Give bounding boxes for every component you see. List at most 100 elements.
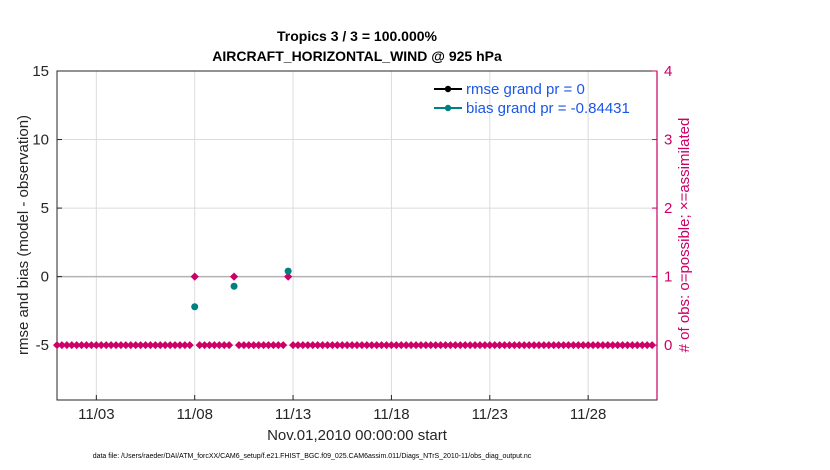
obs-count-point xyxy=(323,341,332,350)
obs-count-point xyxy=(77,341,86,350)
obs-count-point xyxy=(293,341,302,350)
obs-count-point xyxy=(544,341,553,350)
obs-count-point xyxy=(382,341,391,350)
obs-count-point xyxy=(53,341,61,350)
obs-count-point xyxy=(97,341,106,350)
obs-count-point xyxy=(584,341,593,350)
left-tick-label: 0 xyxy=(41,269,49,286)
obs-count-point xyxy=(372,341,381,350)
obs-count-point xyxy=(559,341,568,350)
obs-count-point xyxy=(598,341,607,350)
obs-count-point xyxy=(328,341,337,350)
obs-count-point xyxy=(475,341,484,350)
obs-count-point xyxy=(102,341,111,350)
obs-count-point xyxy=(515,341,524,350)
obs-count-point xyxy=(62,341,71,350)
obs-count-point xyxy=(534,341,543,350)
obs-count-point xyxy=(402,341,411,350)
obs-count-point xyxy=(623,341,632,350)
obs-count-point xyxy=(485,341,494,350)
obs-count-point xyxy=(579,341,588,350)
obs-count-point xyxy=(539,341,548,350)
obs-count-point-top xyxy=(190,272,199,281)
obs-count-point xyxy=(628,341,637,350)
obs-count-point xyxy=(161,341,170,350)
right-tick-label: 1 xyxy=(664,269,672,286)
obs-count-point-top xyxy=(284,272,293,281)
obs-count-point xyxy=(254,341,263,350)
obs-count-point xyxy=(574,341,583,350)
obs-count-point xyxy=(638,341,647,350)
obs-count-point xyxy=(431,341,440,350)
x-tick-label: 11/08 xyxy=(176,406,212,423)
right-tick-label: 2 xyxy=(664,200,672,217)
obs-count-point xyxy=(318,341,327,350)
obs-count-point xyxy=(426,341,435,350)
obs-count-point xyxy=(500,341,509,350)
obs-count-point xyxy=(107,341,116,350)
obs-count-point xyxy=(343,341,352,350)
obs-count-point xyxy=(205,341,214,350)
obs-count-point xyxy=(279,341,288,350)
obs-count-point xyxy=(136,341,145,350)
obs-count-point-top xyxy=(230,272,239,281)
obs-count-point xyxy=(244,341,253,350)
legend-bias-label: bias grand pr = -0.84431 xyxy=(466,100,630,117)
obs-count-point xyxy=(166,341,175,350)
obs-count-point xyxy=(225,341,234,350)
obs-count-point xyxy=(407,341,416,350)
plot-frame xyxy=(56,70,658,401)
obs-count-point xyxy=(520,341,529,350)
obs-count-point xyxy=(264,341,273,350)
obs-count-point xyxy=(593,341,602,350)
x-tick-label: 11/28 xyxy=(570,406,606,423)
obs-count-point xyxy=(613,341,622,350)
obs-count-point xyxy=(298,341,307,350)
obs-count-point xyxy=(441,341,450,350)
obs-count-point xyxy=(421,341,430,350)
right-tick-label: 3 xyxy=(664,132,672,149)
grid-lines xyxy=(57,71,657,400)
rmse-series xyxy=(190,272,293,281)
obs-count-point xyxy=(392,341,401,350)
left-tick-label: 10 xyxy=(32,132,49,149)
obs-count-point xyxy=(274,341,283,350)
y-axis-label-left: rmse and bias (model - observation) xyxy=(15,115,32,355)
obs-count-point xyxy=(82,341,91,350)
left-axis-ticks: 15 10 5 0 -5 xyxy=(32,63,62,354)
obs-count-point xyxy=(303,341,312,350)
obs-count-point xyxy=(603,341,612,350)
bias-series xyxy=(191,267,292,311)
obs-count-point xyxy=(633,341,642,350)
obs-count-point xyxy=(259,341,268,350)
obs-count-point xyxy=(269,341,278,350)
obs-count-point xyxy=(141,341,150,350)
obs-count-point xyxy=(126,341,135,350)
obs-count-point xyxy=(313,341,322,350)
obs-count-point xyxy=(112,341,121,350)
obs-count-point xyxy=(220,341,229,350)
obs-count-point xyxy=(72,341,81,350)
left-tick-label: -5 xyxy=(36,337,49,354)
obs-count-point xyxy=(215,341,224,350)
obs-count-point xyxy=(495,341,504,350)
obs-count-point xyxy=(289,341,298,350)
obs-count-point xyxy=(57,341,66,350)
obs-count-point xyxy=(554,341,563,350)
right-tick-label: 0 xyxy=(664,337,672,354)
obs-count-point xyxy=(185,341,194,350)
obs-count-point xyxy=(416,341,425,350)
x-tick-label: 11/18 xyxy=(373,406,409,423)
obs-count-point xyxy=(200,341,209,350)
left-tick-label: 15 xyxy=(32,63,49,80)
obs-count-point xyxy=(348,341,357,350)
legend: rmse grand pr = 0 bias grand pr = -0.844… xyxy=(434,81,630,117)
right-tick-label: 4 xyxy=(664,63,672,80)
obs-count-point xyxy=(643,341,652,350)
obs-count-point xyxy=(353,341,361,350)
obs-count-point xyxy=(589,341,598,350)
left-tick-label: 5 xyxy=(41,200,49,217)
obs-count-point xyxy=(549,341,558,350)
obs-count-point xyxy=(530,341,539,350)
